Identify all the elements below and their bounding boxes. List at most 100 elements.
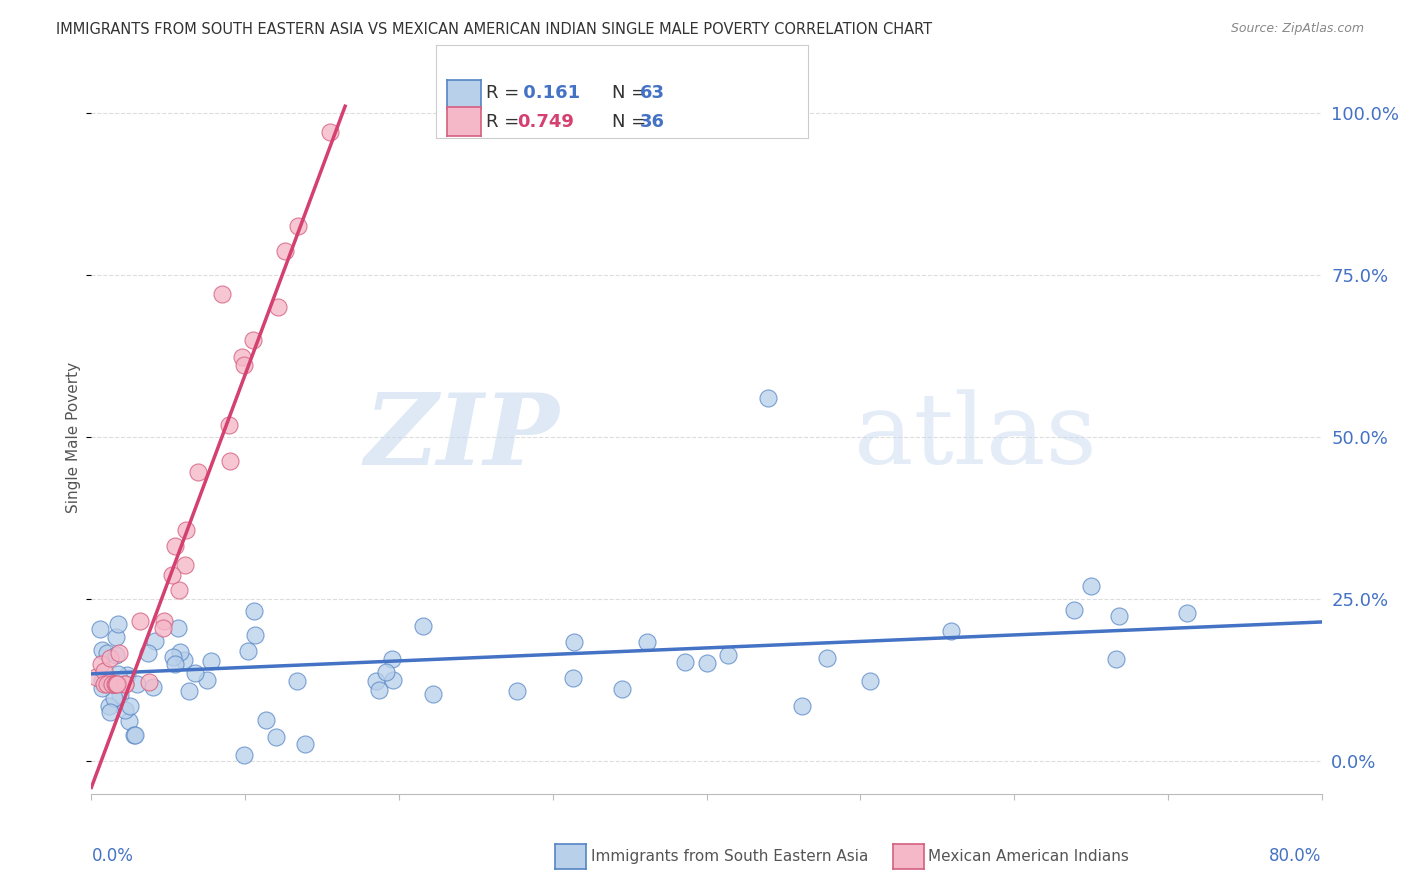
Text: 36: 36 bbox=[640, 113, 665, 131]
Point bbox=[1105, 652, 1128, 666]
Point bbox=[125, 676, 148, 690]
Point bbox=[285, 673, 308, 688]
Text: R =: R = bbox=[486, 113, 526, 131]
Point bbox=[166, 621, 188, 635]
Point bbox=[562, 635, 585, 649]
Point bbox=[93, 664, 115, 678]
Point bbox=[319, 125, 342, 139]
Point bbox=[673, 656, 696, 670]
Point bbox=[98, 705, 121, 719]
Point bbox=[115, 668, 138, 682]
Point bbox=[562, 672, 585, 686]
Text: 80.0%: 80.0% bbox=[1270, 847, 1322, 865]
Point bbox=[1080, 579, 1102, 593]
Point bbox=[197, 673, 219, 687]
Point bbox=[422, 687, 444, 701]
Point bbox=[506, 684, 529, 698]
Point bbox=[231, 350, 253, 364]
Point bbox=[162, 650, 184, 665]
Point bbox=[153, 614, 176, 628]
Point bbox=[274, 244, 297, 259]
Point bbox=[756, 391, 779, 405]
Point bbox=[1108, 609, 1130, 624]
Point bbox=[114, 676, 136, 690]
Point bbox=[696, 657, 718, 671]
Text: IMMIGRANTS FROM SOUTH EASTERN ASIA VS MEXICAN AMERICAN INDIAN SINGLE MALE POVERT: IMMIGRANTS FROM SOUTH EASTERN ASIA VS ME… bbox=[56, 22, 932, 37]
Point bbox=[233, 747, 256, 762]
Point bbox=[366, 674, 388, 689]
Point bbox=[91, 643, 114, 657]
Point bbox=[104, 630, 127, 644]
Text: 0.0%: 0.0% bbox=[91, 847, 134, 865]
Point bbox=[118, 714, 141, 728]
Point bbox=[105, 676, 128, 690]
Point bbox=[187, 466, 209, 480]
Point bbox=[792, 698, 814, 713]
Text: ZIP: ZIP bbox=[364, 389, 558, 485]
Point bbox=[173, 653, 195, 667]
Point bbox=[167, 583, 190, 598]
Point bbox=[264, 731, 287, 745]
Point bbox=[238, 644, 260, 658]
Text: 63: 63 bbox=[640, 84, 665, 102]
Point bbox=[98, 650, 121, 665]
Text: N =: N = bbox=[612, 113, 651, 131]
Text: 0.161: 0.161 bbox=[517, 84, 581, 102]
Point bbox=[129, 615, 152, 629]
Point bbox=[162, 568, 184, 582]
Point bbox=[107, 667, 129, 681]
Point bbox=[105, 648, 128, 662]
Point bbox=[98, 699, 121, 714]
Point bbox=[184, 665, 207, 680]
Point bbox=[1175, 607, 1198, 621]
Point bbox=[412, 619, 434, 633]
Text: N =: N = bbox=[612, 84, 651, 102]
Point bbox=[84, 670, 107, 684]
Point bbox=[104, 676, 127, 690]
Point bbox=[89, 622, 111, 636]
Point bbox=[267, 300, 290, 314]
Point bbox=[114, 703, 136, 717]
Point bbox=[114, 676, 136, 690]
Point bbox=[122, 728, 145, 742]
Text: Immigrants from South Eastern Asia: Immigrants from South Eastern Asia bbox=[591, 849, 868, 863]
Point bbox=[381, 652, 404, 666]
Point bbox=[636, 635, 658, 649]
Point bbox=[124, 729, 146, 743]
Point bbox=[243, 604, 266, 618]
Point bbox=[108, 647, 131, 661]
Point bbox=[939, 624, 962, 639]
Point bbox=[243, 627, 266, 641]
Point bbox=[174, 558, 197, 573]
Point bbox=[294, 737, 316, 751]
Point bbox=[219, 454, 242, 468]
Point bbox=[90, 673, 112, 688]
Point bbox=[93, 676, 115, 690]
Point bbox=[98, 674, 121, 689]
Point bbox=[368, 682, 391, 697]
Point bbox=[232, 358, 254, 372]
Point bbox=[142, 680, 165, 694]
Point bbox=[101, 676, 124, 690]
Point bbox=[218, 418, 240, 433]
Point bbox=[143, 633, 166, 648]
Point bbox=[165, 657, 187, 672]
Point bbox=[717, 648, 740, 662]
Point bbox=[374, 665, 396, 679]
Point bbox=[165, 539, 187, 553]
Point bbox=[815, 651, 838, 665]
Point bbox=[177, 684, 200, 698]
Text: 0.749: 0.749 bbox=[517, 113, 574, 131]
Text: Source: ZipAtlas.com: Source: ZipAtlas.com bbox=[1230, 22, 1364, 36]
Point bbox=[118, 698, 141, 713]
Point bbox=[108, 688, 131, 702]
Point bbox=[859, 673, 882, 688]
Text: R =: R = bbox=[486, 84, 526, 102]
Point bbox=[96, 676, 118, 690]
Point bbox=[381, 673, 404, 687]
Point bbox=[287, 219, 309, 233]
Point bbox=[96, 647, 118, 661]
Point bbox=[612, 682, 634, 697]
Point bbox=[104, 676, 127, 690]
Text: Mexican American Indians: Mexican American Indians bbox=[928, 849, 1129, 863]
